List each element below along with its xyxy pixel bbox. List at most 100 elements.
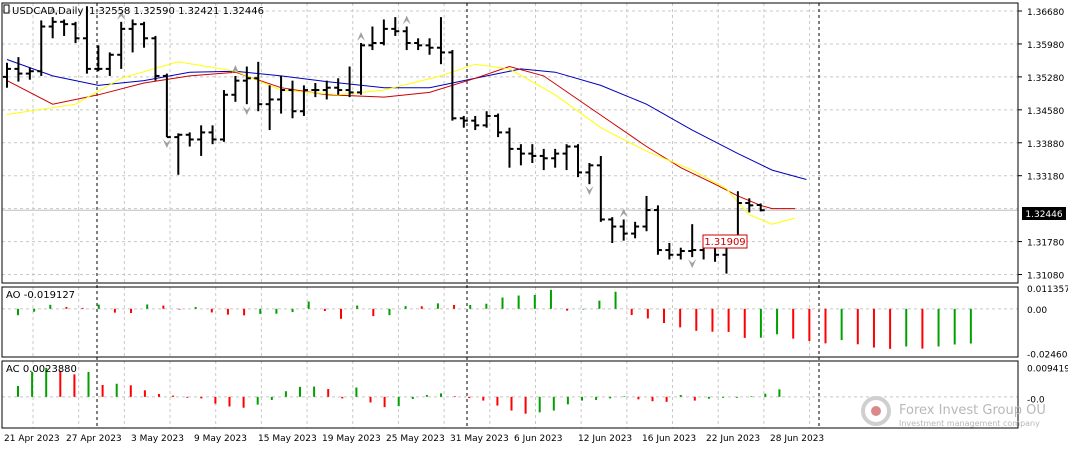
- ohlc-bar[interactable]: [585, 163, 594, 185]
- ao-tick-label: -0.024604: [1027, 351, 1068, 361]
- ohlc-bar[interactable]: [231, 75, 240, 102]
- ohlc-bar[interactable]: [265, 85, 274, 131]
- ohlc-bar[interactable]: [151, 35, 160, 81]
- ohlc-bar[interactable]: [311, 83, 320, 98]
- ohlc-bar[interactable]: [254, 61, 263, 112]
- ohlc-bar[interactable]: [185, 132, 194, 147]
- ohlc-bar[interactable]: [128, 19, 137, 53]
- ao-tick-label: 0.00: [1027, 306, 1047, 316]
- y-tick-label: 1.33880: [1027, 140, 1064, 150]
- ohlc-bar[interactable]: [379, 19, 388, 46]
- ohlc-bar[interactable]: [745, 198, 754, 213]
- current-price-marker: [1022, 207, 1066, 220]
- chart-symbol: USDCAD,Daily: [12, 6, 83, 17]
- ohlc-bar[interactable]: [105, 52, 114, 76]
- ohlc-bar[interactable]: [596, 155, 605, 222]
- ohlc-bar[interactable]: [14, 57, 23, 82]
- ohlc-bar[interactable]: [208, 125, 217, 145]
- ao-label: AO -0.019127: [6, 290, 75, 301]
- x-tick-label: 12 Jun 2023: [578, 434, 632, 444]
- ohlc-bar[interactable]: [71, 21, 80, 43]
- ohlc-bar[interactable]: [665, 243, 674, 260]
- ohlc-bar[interactable]: [551, 148, 560, 168]
- ohlc-bar[interactable]: [528, 144, 537, 163]
- chart-ohlc: 1.32558 1.32590 1.32421 1.32446: [89, 6, 264, 17]
- ohlc-bar[interactable]: [505, 127, 514, 168]
- x-tick-label: 22 Jun 2023: [706, 434, 760, 444]
- x-tick-label: 28 Jun 2023: [770, 434, 824, 444]
- ohlc-bar[interactable]: [3, 62, 11, 88]
- fractal-up-icon: [48, 6, 57, 16]
- fractal-down-icon: [688, 259, 697, 269]
- ohlc-bar[interactable]: [608, 217, 617, 243]
- ohlc-bar[interactable]: [756, 203, 765, 212]
- ohlc-bar[interactable]: [322, 80, 331, 100]
- ohlc-bar[interactable]: [516, 144, 525, 166]
- ohlc-bar[interactable]: [631, 221, 640, 239]
- brand-logo-icon: [861, 396, 891, 426]
- slow-ma-line: [6, 59, 807, 180]
- ohlc-bar[interactable]: [368, 26, 377, 51]
- ohlc-bar[interactable]: [574, 144, 582, 178]
- ohlc-bar[interactable]: [162, 73, 171, 139]
- ohlc-bar[interactable]: [82, 6, 91, 74]
- ohlc-bar[interactable]: [676, 247, 685, 260]
- fractal-up-icon: [117, 10, 126, 20]
- ohlc-bar[interactable]: [345, 66, 354, 98]
- fast-ma-line: [6, 61, 796, 225]
- ohlc-bar[interactable]: [219, 90, 228, 142]
- ohlc-bar[interactable]: [25, 67, 34, 80]
- ohlc-bar[interactable]: [299, 85, 308, 116]
- price-annotation: 1.31909: [704, 237, 745, 248]
- ohlc-bar[interactable]: [277, 75, 286, 114]
- ohlc-bar[interactable]: [562, 144, 571, 171]
- brand-tagline: Investment management company: [899, 419, 1040, 428]
- y-tick-label: 1.34580: [1027, 107, 1064, 117]
- ohlc-bar[interactable]: [117, 21, 126, 69]
- current-price-label: 1.32446: [1025, 210, 1062, 220]
- ohlc-bar[interactable]: [60, 19, 69, 36]
- ohlc-bar[interactable]: [140, 21, 149, 48]
- y-tick-label: 1.33180: [1027, 173, 1064, 183]
- ohlc-bar[interactable]: [539, 148, 548, 171]
- ohlc-bar[interactable]: [642, 195, 651, 232]
- x-tick-label: 31 May 2023: [450, 434, 509, 444]
- ao-pane-frame: [1, 286, 1019, 358]
- ohlc-bar[interactable]: [334, 78, 343, 95]
- ohlc-bar[interactable]: [48, 17, 57, 39]
- ohlc-bar[interactable]: [425, 38, 434, 55]
- fractal-up-icon: [402, 15, 411, 25]
- ohlc-bar[interactable]: [414, 38, 423, 51]
- ohlc-bar[interactable]: [402, 26, 411, 51]
- ohlc-bar[interactable]: [688, 224, 697, 258]
- y-tick-label: 1.31780: [1027, 239, 1064, 249]
- y-tick-label: 1.35280: [1027, 74, 1064, 84]
- ohlc-bar[interactable]: [494, 113, 503, 138]
- ohlc-bar[interactable]: [94, 45, 103, 72]
- ac-tick-label: -0.0: [1027, 395, 1045, 405]
- ohlc-bar[interactable]: [482, 111, 491, 128]
- y-tick-label: 1.35980: [1027, 41, 1064, 51]
- ohlc-bar[interactable]: [391, 17, 400, 36]
- ohlc-bar[interactable]: [37, 20, 46, 76]
- ohlc-bar[interactable]: [459, 115, 468, 128]
- ohlc-bar[interactable]: [619, 219, 628, 241]
- brand-name: Forex Invest Group OU: [899, 403, 1046, 418]
- ohlc-bar[interactable]: [288, 80, 297, 119]
- fractal-down-icon: [585, 186, 594, 196]
- y-tick-label: 1.36680: [1027, 8, 1064, 18]
- ohlc-bar[interactable]: [653, 205, 662, 255]
- ac-tick-label: 0.0094191: [1027, 364, 1068, 374]
- ohlc-bar[interactable]: [242, 66, 251, 105]
- ohlc-bar[interactable]: [436, 17, 445, 65]
- ao-tick-label: 0.011357: [1027, 285, 1068, 295]
- ohlc-bar[interactable]: [357, 43, 366, 95]
- price-annotation-box[interactable]: [702, 234, 748, 249]
- ohlc-bar[interactable]: [471, 115, 480, 131]
- fractal-down-icon: [162, 139, 171, 149]
- ohlc-bar[interactable]: [174, 133, 183, 175]
- ohlc-bar[interactable]: [448, 50, 457, 121]
- ohlc-bar[interactable]: [197, 125, 206, 156]
